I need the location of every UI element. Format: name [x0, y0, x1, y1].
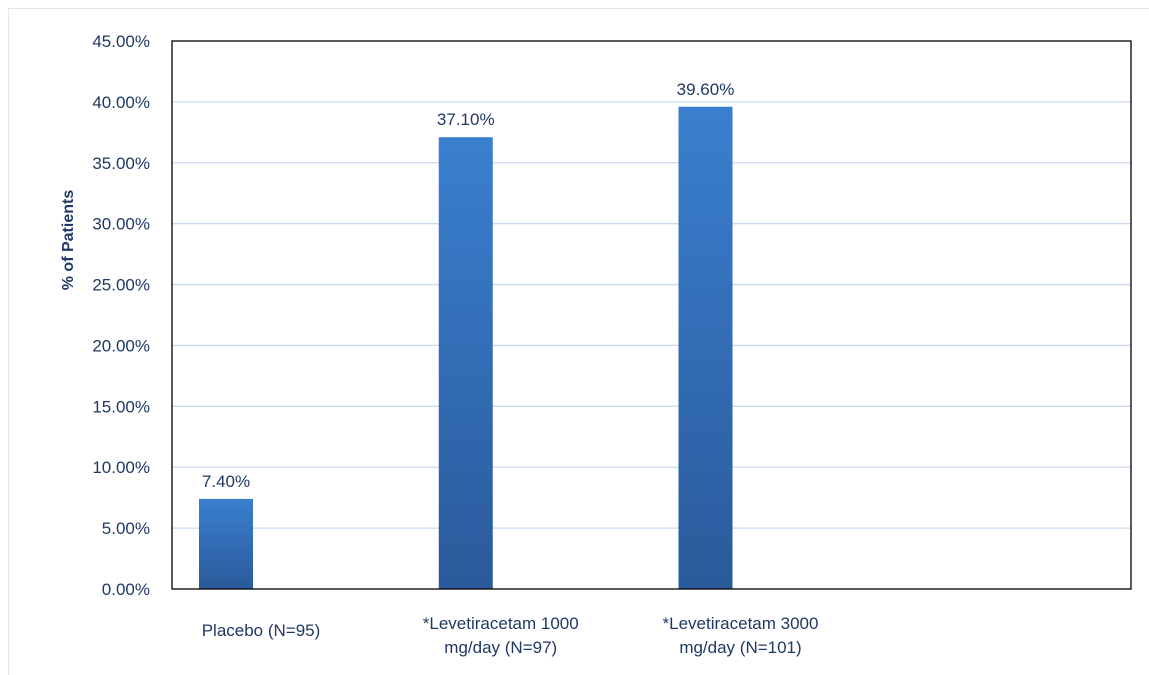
y-tick-label: 35.00% [92, 154, 150, 173]
bar [678, 106, 733, 589]
bar [199, 498, 253, 589]
y-tick-label: 30.00% [92, 215, 150, 234]
y-tick-label: 20.00% [92, 336, 150, 355]
chart-frame [8, 8, 1149, 675]
data-label: 39.60% [677, 80, 735, 99]
x-category-label: *Levetiracetam 3000 mg/day (N=101) [663, 614, 819, 657]
plot-area-border [171, 40, 1132, 590]
x-category-label: *Levetiracetam 1000 mg/day (N=97) [423, 614, 579, 657]
y-axis-title: % of Patients [60, 190, 77, 291]
data-label: 37.10% [437, 110, 495, 129]
y-tick-label: 45.00% [92, 32, 150, 51]
y-tick-label: 0.00% [102, 580, 150, 599]
x-category-label: Placebo (N=95) [202, 621, 321, 640]
y-tick-label: 40.00% [92, 93, 150, 112]
y-tick-label: 15.00% [92, 397, 150, 416]
bar [438, 137, 493, 589]
data-label: 7.40% [202, 472, 250, 491]
y-tick-label: 10.00% [92, 458, 150, 477]
y-tick-label: 5.00% [102, 519, 150, 538]
y-tick-label: 25.00% [92, 276, 150, 295]
